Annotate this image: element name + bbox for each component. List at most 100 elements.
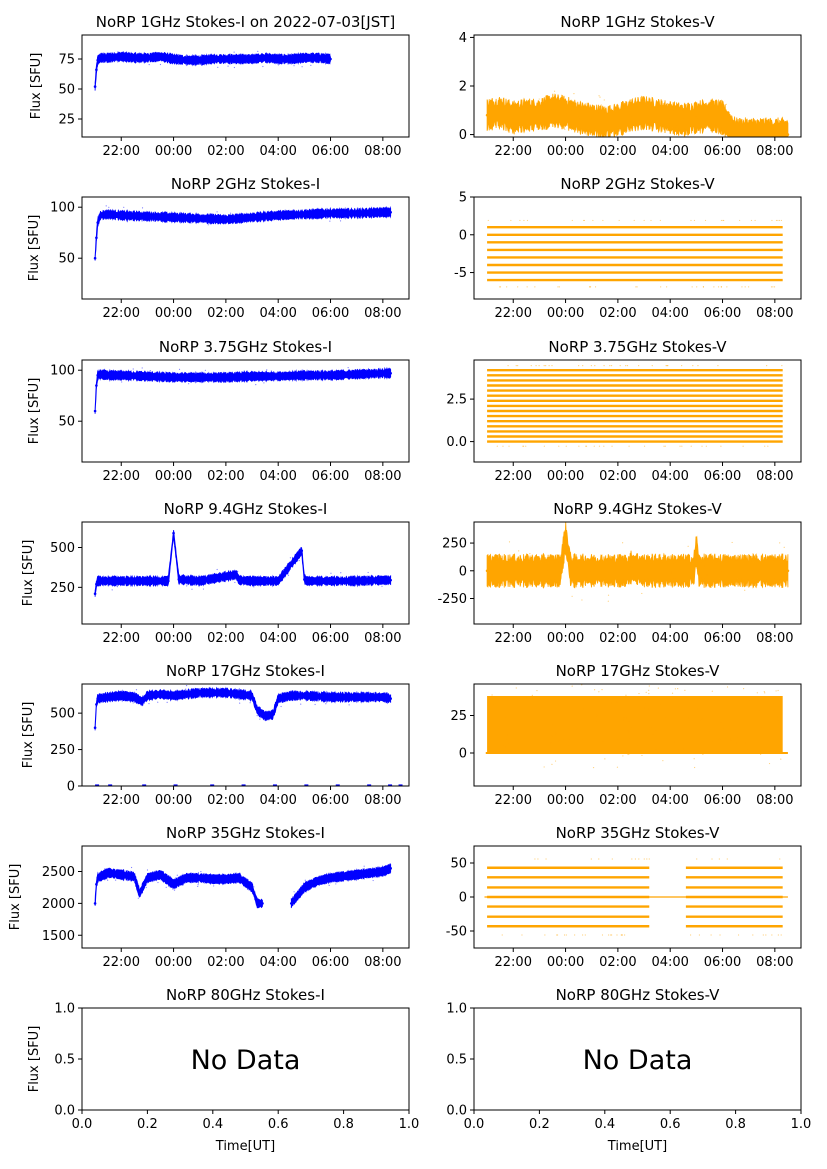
scatter-dot-v2-38 <box>773 286 776 288</box>
data-point-i4-0-7 <box>177 578 181 581</box>
scatter-dot-v5-90 <box>693 758 695 760</box>
scatter-dot-v5-15 <box>662 760 664 762</box>
scatter-dot-i6-0-8 <box>110 877 112 879</box>
data-point-i2-0-8 <box>198 217 202 220</box>
data-point-i4-0-9 <box>235 573 238 576</box>
scatter-dot-v5-55 <box>616 738 618 740</box>
data-point-i5-0-12 <box>211 691 215 695</box>
scatter-dot-v1-0-8 <box>709 108 712 110</box>
plot-area-v5 <box>485 684 788 769</box>
scatter-dot-i2-0-1 <box>284 209 286 211</box>
scatter-dot-v5-103 <box>503 745 505 747</box>
scatter-dot-v3-43 <box>781 365 783 367</box>
data-point-i3-0-0 <box>93 409 97 413</box>
scatter-dot-i5-0-11 <box>217 687 220 689</box>
data-point-i1-0-10 <box>185 58 188 62</box>
data-point-i2-0-13 <box>329 212 332 215</box>
x-tick-label-v4-2: 02:00 <box>599 631 636 646</box>
axes-frame-i3 <box>81 359 410 463</box>
data-point-i5-0-4 <box>119 694 123 697</box>
data-point-v1-0-0 <box>485 113 489 117</box>
scatter-dot-v3-52 <box>679 445 681 447</box>
x-tick-label-v6-0: 22:00 <box>495 955 532 970</box>
scatter-dot-i2-0-18 <box>329 220 331 222</box>
scatter-dot-i5-0-16 <box>377 696 379 698</box>
data-point-v1-0-13 <box>655 113 659 117</box>
scatter-dot-i5-0-2 <box>179 693 181 695</box>
scatter-dot-v3-53 <box>545 365 547 367</box>
x-tick-label-i2-2: 02:00 <box>207 306 244 321</box>
trace-band-i5-0 <box>94 686 392 731</box>
scatter-dot-v2-23 <box>557 286 559 288</box>
scatter-dot-i1-0-11 <box>135 61 138 63</box>
scatter-dot-v3-49 <box>742 445 744 447</box>
panel-i3: 22:00 00:00 02:00 04:00 06:00 08:00 50 100 NoRP … <box>27 338 410 484</box>
scatter-dot-i6-0-26 <box>133 877 135 879</box>
series-v2-0 <box>487 219 783 288</box>
scatter-dot-v1-0-14 <box>783 164 784 165</box>
x-tick-label-v7-3: 0.6 <box>660 1117 681 1132</box>
y-tick-label-v6-2: 50 <box>450 857 467 872</box>
scatter-dot-i1-0-9 <box>155 56 157 58</box>
plot-area-i5 <box>93 684 403 786</box>
scatter-dot-v5-80 <box>768 750 770 752</box>
data-point-i4-0-15 <box>305 579 309 583</box>
scatter-dot-v2-24 <box>499 286 501 288</box>
scatter-dot-v5-137 <box>731 740 733 742</box>
y-tick-label-i3-0: 50 <box>58 415 75 430</box>
panel-v4: 22:00 00:00 02:00 04:00 06:00 08:00 -250 0 250 No… <box>437 500 802 646</box>
scatter-dot-v3-7 <box>517 365 519 367</box>
scatter-dot-v3-21 <box>535 365 537 367</box>
scatter-dot-i5-0-18 <box>109 695 111 697</box>
scatter-dot-v2-57 <box>696 286 698 288</box>
panel-v3: 22:00 00:00 02:00 04:00 06:00 08:00 0.0 2.5 NoRP… <box>446 338 802 484</box>
x-tick-label-i4-3: 04:00 <box>259 631 296 646</box>
x-tick-label-v3-0: 22:00 <box>495 469 532 484</box>
scatter-dot-v3-23 <box>543 445 545 447</box>
panel-v2: 22:00 00:00 02:00 04:00 06:00 08:00 -5 0 5 NoRP 2… <box>454 175 802 321</box>
scatter-dot-v6-34 <box>643 858 645 860</box>
x-tick-label-i6-5: 08:00 <box>364 955 401 970</box>
scatter-dot-v3-57 <box>638 365 640 367</box>
scatter-dot-v5-97 <box>568 743 570 746</box>
scatter-dot-i5-0-0 <box>198 694 201 696</box>
y-tick-label-v2-1: 0 <box>459 228 467 243</box>
scatter-dot-i1-0-12 <box>233 56 235 58</box>
data-point-i3-0-9 <box>224 376 228 379</box>
scatter-dot-v2-18 <box>720 219 723 222</box>
data-point-v4-0-16 <box>773 569 777 573</box>
scatter-dot-i3-0-15 <box>380 375 383 378</box>
data-point-v1-0-19 <box>734 133 737 136</box>
scatter-dot-v5-1 <box>736 751 739 753</box>
scatter-dot-i6-1-2 <box>325 879 327 882</box>
y-tick-label-v6-1: 0 <box>459 891 467 906</box>
scatter-dot-v1-0-20 <box>570 110 572 112</box>
scatter-dot-v5-24 <box>594 689 596 691</box>
scatter-dot-i4-0-15 <box>202 588 205 590</box>
scatter-dot-v5-54 <box>592 766 595 769</box>
scatter-dot-i6-1-13 <box>296 890 299 892</box>
data-point-i6-0-15 <box>250 886 254 889</box>
scatter-dot-i2-0-20 <box>141 220 143 222</box>
x-tick-label-v5-5: 08:00 <box>756 793 793 808</box>
data-point-i6-1-2 <box>303 886 306 889</box>
x-tick-label-v2-0: 22:00 <box>495 306 532 321</box>
x-tick-label-v3-2: 02:00 <box>599 469 636 484</box>
scatter-dot-v5-57 <box>708 731 710 733</box>
scatter-dot-v3-33 <box>582 365 584 367</box>
scatter-dot-v3-50 <box>697 365 699 367</box>
scatter-dot-v6-58 <box>698 934 701 936</box>
y-tick-label-i1-0: 25 <box>58 113 75 128</box>
scatter-dot-v6-33 <box>590 858 592 860</box>
data-point-i5-0-9 <box>172 694 175 697</box>
scatter-dot-v5-82 <box>764 692 766 694</box>
scatter-dot-v5-39 <box>551 735 554 737</box>
scatter-dot-v5-29 <box>657 687 659 689</box>
x-tick-label-i4-0: 22:00 <box>103 631 140 646</box>
data-point-i3-0-15 <box>381 371 385 375</box>
y-tick-label-v1-0: 0 <box>459 128 467 143</box>
scatter-dot-v6-31 <box>634 858 636 860</box>
scatter-dot-v2-8 <box>666 286 668 288</box>
scatter-dot-v3-13 <box>578 365 580 367</box>
x-tick-label-i4-5: 08:00 <box>364 631 401 646</box>
